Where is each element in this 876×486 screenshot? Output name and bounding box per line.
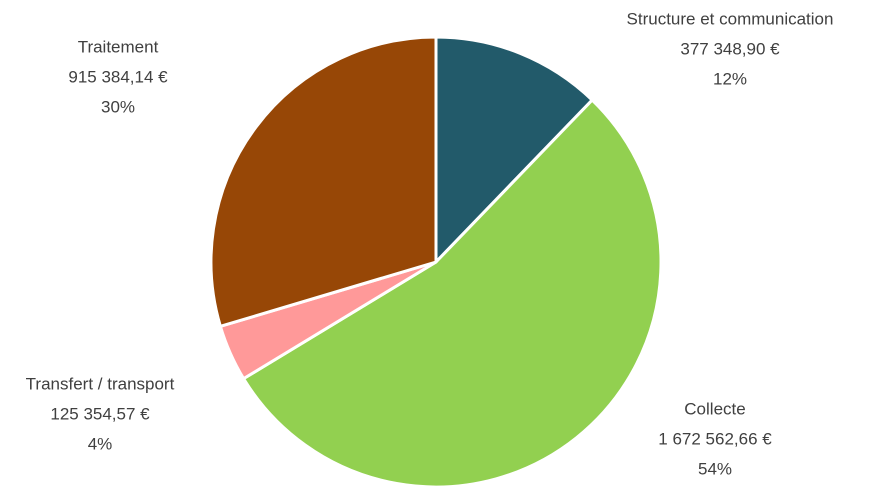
value-label: 377 348,90 € xyxy=(680,39,780,58)
category-label: Transfert / transport xyxy=(26,374,175,393)
pie-slice xyxy=(209,35,438,328)
value-label: 125 354,57 € xyxy=(50,404,150,423)
category-label: Collecte xyxy=(684,399,745,418)
pie-slice xyxy=(242,98,663,486)
category-label: Traitement xyxy=(78,37,159,56)
percent-label: 12% xyxy=(713,69,747,88)
value-label: 915 384,14 € xyxy=(68,67,168,86)
pie-slice xyxy=(434,35,594,264)
percent-label: 30% xyxy=(101,97,135,116)
category-label: Structure et communication xyxy=(627,9,834,28)
percent-label: 54% xyxy=(698,459,732,478)
value-label: 1 672 562,66 € xyxy=(658,429,772,448)
percent-label: 4% xyxy=(88,434,113,453)
